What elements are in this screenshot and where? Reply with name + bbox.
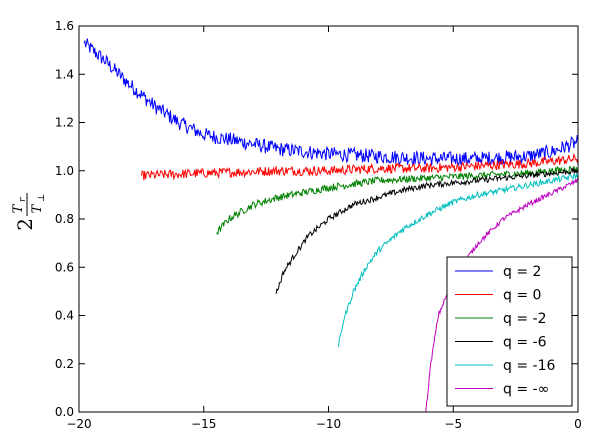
y-tick-label: 1.2 (55, 116, 74, 130)
x-tick-label: −5 (444, 417, 462, 428)
series-line-3 (275, 167, 578, 294)
y-tick-label: 0.8 (55, 212, 74, 226)
y-axis-label-factor: 2 (13, 218, 37, 231)
x-tick-label: −15 (191, 417, 216, 428)
legend-label: q = -2 (503, 311, 546, 327)
y-tick-label: 1.0 (55, 164, 74, 178)
series-line-2 (215, 165, 578, 236)
series-line-0 (83, 38, 578, 168)
y-axis-label-numerator: T (11, 203, 26, 213)
y-axis-label-numerator-sub: r (18, 197, 28, 202)
x-tick-label: −10 (316, 417, 341, 428)
y-tick-label: 0.4 (55, 309, 74, 323)
legend-label: q = -6 (503, 335, 547, 351)
y-tick-label: 0.6 (55, 260, 74, 274)
y-tick-label: 1.4 (55, 67, 74, 81)
x-tick-label: 0 (574, 417, 582, 428)
plot-frame (78, 25, 579, 413)
y-axis-label-denominator: T (30, 203, 45, 213)
legend-label: q = 2 (503, 264, 541, 280)
legend-label: q = -16 (503, 358, 555, 374)
y-tick-label: 1.6 (55, 19, 74, 33)
legend-box (446, 256, 573, 407)
legend-label: q = -∞ (503, 382, 549, 398)
y-tick-label: 0.2 (55, 357, 74, 371)
series-line-1 (140, 153, 578, 181)
y-tick-label: 0.0 (55, 405, 74, 419)
series-line-4 (337, 172, 578, 347)
x-tick-label: −20 (66, 417, 91, 428)
y-axis-label-denominator-sub: ⊥ (37, 194, 47, 202)
y-axis-label: 2 T r T ⊥ (11, 193, 47, 231)
legend-label: q = 0 (503, 288, 541, 304)
